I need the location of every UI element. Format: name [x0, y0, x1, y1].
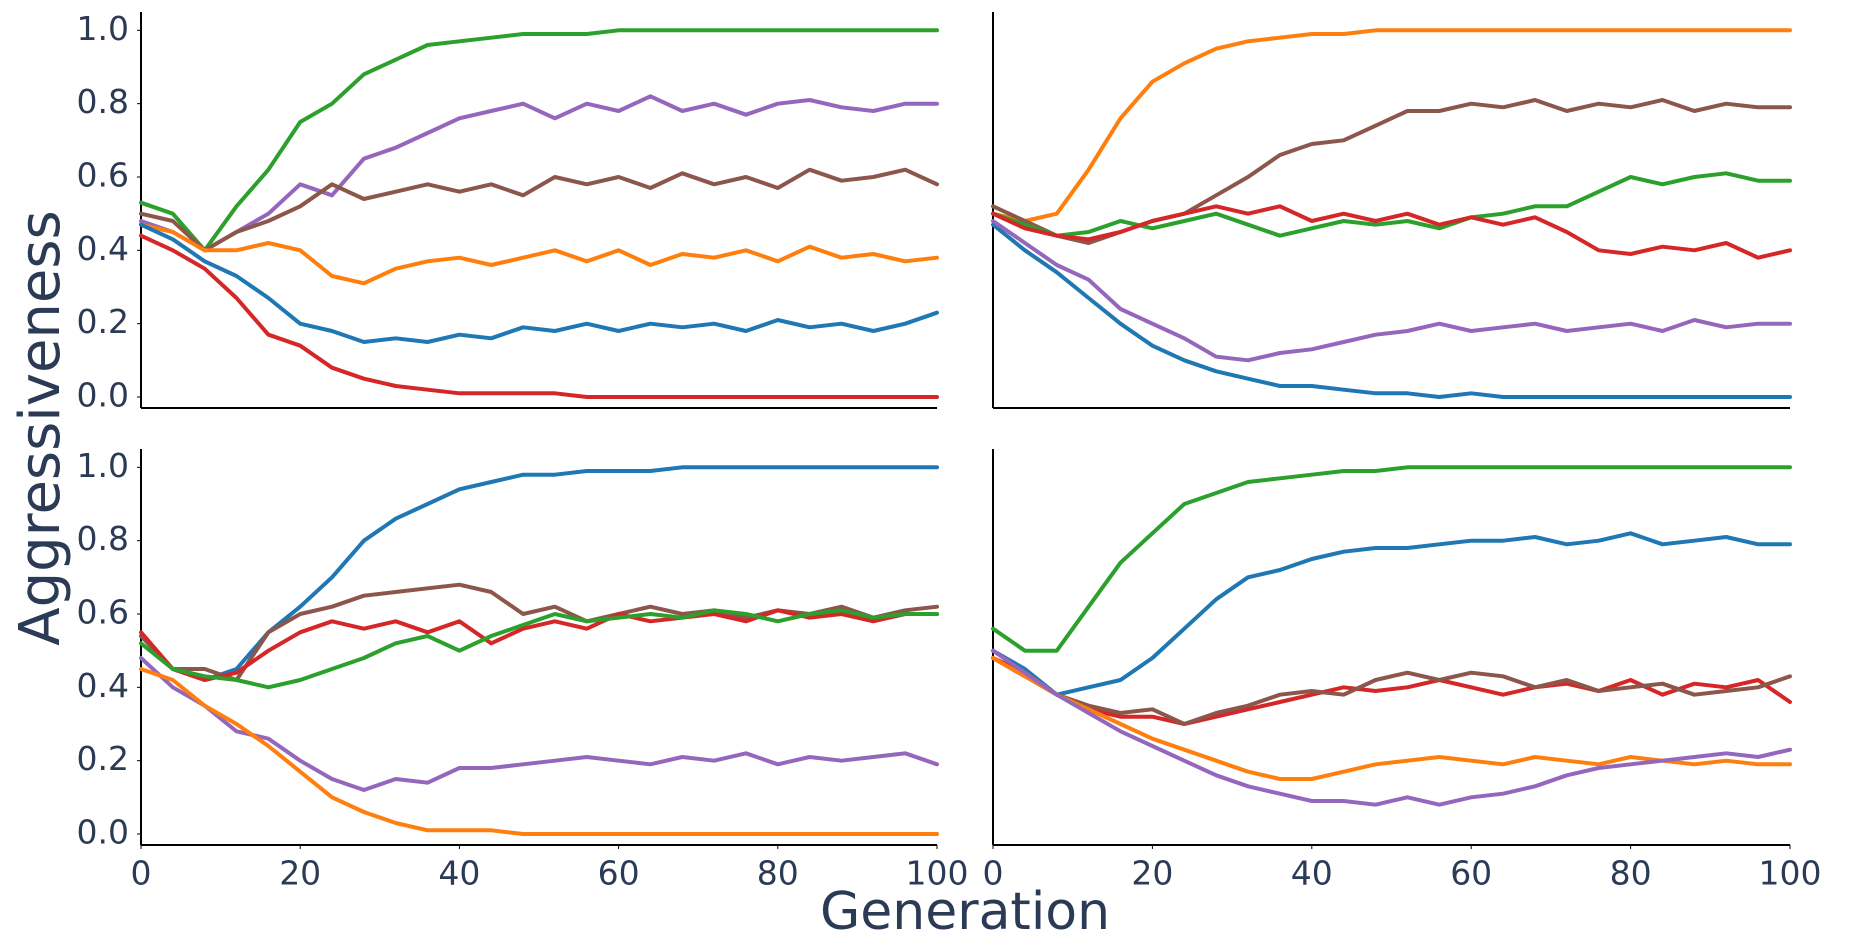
x-axis-label: Generation	[820, 882, 1110, 942]
x-tick-label: 20	[1131, 854, 1173, 893]
series-line	[991, 204, 1792, 260]
series-line	[139, 656, 939, 792]
x-tick-label: 80	[1610, 854, 1652, 893]
y-tick-label: 0.2	[77, 302, 129, 341]
series-line	[139, 465, 939, 682]
y-tick-label: 1.0	[77, 446, 129, 485]
x-tick-label: 0	[131, 854, 152, 893]
series-line	[991, 531, 1792, 697]
y-tick-label: 1.0	[77, 9, 129, 48]
x-tick-label: 40	[1291, 854, 1333, 893]
y-tick-label: 0.0	[77, 376, 129, 415]
y-tick-label: 0.8	[77, 519, 129, 558]
y-tick-label: 0.4	[77, 666, 129, 705]
series-line	[991, 171, 1792, 238]
series-line	[991, 222, 1792, 399]
y-tick-label: 0.0	[77, 813, 129, 852]
x-tick-label: 100	[1759, 854, 1822, 893]
x-tick-label: 40	[438, 854, 480, 893]
series-line	[139, 28, 939, 253]
series-line	[991, 656, 1792, 726]
x-tick-label: 60	[598, 854, 640, 893]
series-line	[139, 233, 939, 399]
x-tick-label: 0	[983, 854, 1004, 893]
x-tick-label: 100	[906, 854, 969, 893]
series-line	[139, 222, 939, 286]
series-line	[139, 94, 939, 253]
series-line	[991, 465, 1792, 653]
y-tick-label: 0.4	[77, 229, 129, 268]
series-line	[991, 28, 1792, 223]
x-tick-label: 60	[1450, 854, 1492, 893]
series-line	[991, 656, 1792, 726]
series-line	[139, 582, 939, 682]
x-tick-label: 80	[757, 854, 799, 893]
y-tick-label: 0.8	[77, 82, 129, 121]
y-tick-label: 0.6	[77, 593, 129, 632]
series-line	[991, 648, 1792, 807]
y-tick-label: 0.6	[77, 156, 129, 195]
series-line	[139, 167, 939, 253]
y-tick-label: 0.2	[77, 739, 129, 778]
x-tick-label: 20	[279, 854, 321, 893]
series-line	[991, 219, 1792, 363]
series-line	[139, 608, 939, 690]
series-line	[139, 667, 939, 836]
series-line	[139, 222, 939, 344]
y-axis-label: Aggressiveness	[8, 210, 73, 645]
